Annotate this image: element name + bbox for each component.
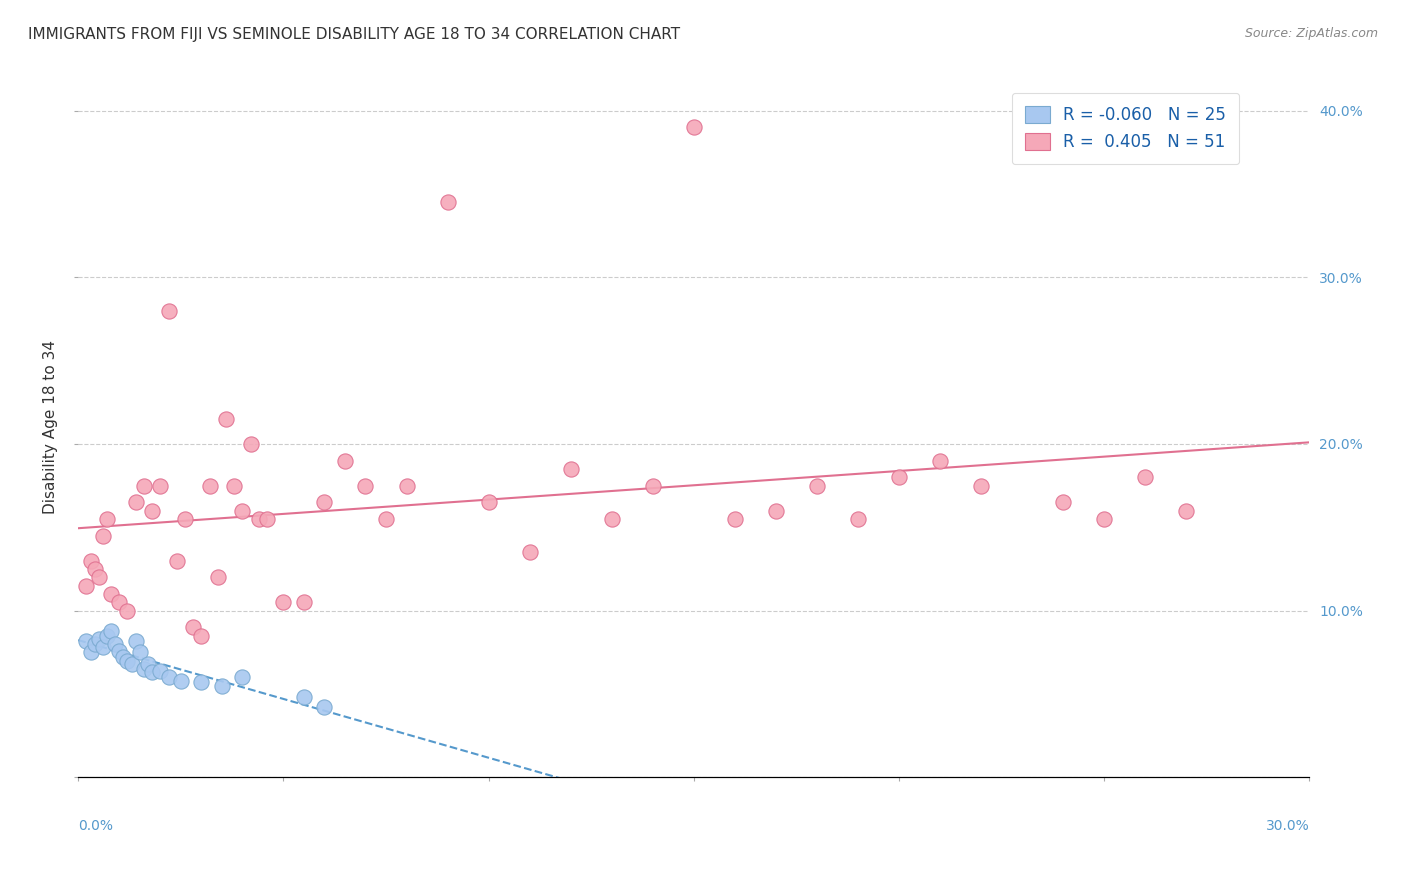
Point (682, 120, 704, 135)
Point (125, 633, 148, 648)
Point (170, 673, 193, 688)
Point (181, 620, 204, 634)
Point (96, 629, 118, 643)
Point (157, 670, 180, 684)
Point (136, 657, 159, 671)
Point (314, 495, 336, 509)
Point (224, 478, 246, 492)
Point (108, 595, 131, 609)
Point (190, 629, 212, 643)
Point (211, 679, 233, 693)
Point (846, 512, 869, 526)
Point (128, 645, 150, 659)
Point (112, 650, 135, 665)
Point (1052, 495, 1074, 509)
Point (641, 478, 664, 492)
Point (970, 478, 993, 492)
Point (436, 195, 458, 210)
Point (87, 570, 110, 584)
Point (149, 478, 172, 492)
Point (100, 624, 122, 638)
Point (560, 462, 582, 476)
Point (174, 512, 197, 526)
Point (215, 412, 238, 426)
Point (87, 632, 110, 646)
Point (273, 595, 295, 609)
Point (247, 512, 270, 526)
Point (190, 675, 212, 690)
Point (166, 553, 188, 567)
Point (395, 478, 418, 492)
Point (1092, 512, 1115, 526)
Point (91, 528, 114, 542)
Legend: R = -0.060   N = 25, R =  0.405   N = 51: R = -0.060 N = 25, R = 0.405 N = 51 (1011, 93, 1240, 164)
Point (108, 643, 131, 657)
Point (375, 512, 398, 526)
Point (207, 570, 229, 584)
Text: 0.0%: 0.0% (79, 819, 114, 833)
Point (806, 478, 828, 492)
Point (157, 303, 180, 318)
Point (96, 512, 118, 526)
Point (83, 637, 105, 651)
Point (141, 665, 163, 680)
Y-axis label: Disability Age 18 to 34: Disability Age 18 to 34 (44, 341, 58, 515)
Point (149, 664, 172, 678)
Point (141, 503, 163, 517)
Text: 30.0%: 30.0% (1265, 819, 1309, 833)
Point (75, 578, 97, 592)
Point (1133, 470, 1156, 484)
Point (117, 604, 139, 618)
Point (478, 495, 501, 509)
Point (125, 495, 148, 509)
Point (519, 545, 541, 559)
Point (292, 595, 315, 609)
Point (765, 503, 787, 517)
Text: IMMIGRANTS FROM FIJI VS SEMINOLE DISABILITY AGE 18 TO 34 CORRELATION CHART: IMMIGRANTS FROM FIJI VS SEMINOLE DISABIL… (28, 27, 681, 42)
Point (231, 503, 253, 517)
Point (79, 645, 101, 659)
Point (1175, 503, 1198, 517)
Point (333, 453, 356, 467)
Point (239, 437, 262, 451)
Point (231, 670, 253, 684)
Point (600, 512, 623, 526)
Point (104, 637, 127, 651)
Point (314, 700, 336, 714)
Text: Source: ZipAtlas.com: Source: ZipAtlas.com (1244, 27, 1378, 40)
Point (121, 657, 143, 671)
Point (91, 640, 114, 655)
Point (83, 562, 105, 576)
Point (724, 512, 747, 526)
Point (198, 478, 221, 492)
Point (75, 633, 97, 648)
Point (132, 478, 155, 492)
Point (132, 662, 155, 676)
Point (117, 654, 139, 668)
Point (887, 470, 910, 484)
Point (929, 453, 952, 467)
Point (354, 478, 377, 492)
Point (79, 553, 101, 567)
Point (100, 587, 122, 601)
Point (292, 690, 315, 705)
Point (256, 512, 278, 526)
